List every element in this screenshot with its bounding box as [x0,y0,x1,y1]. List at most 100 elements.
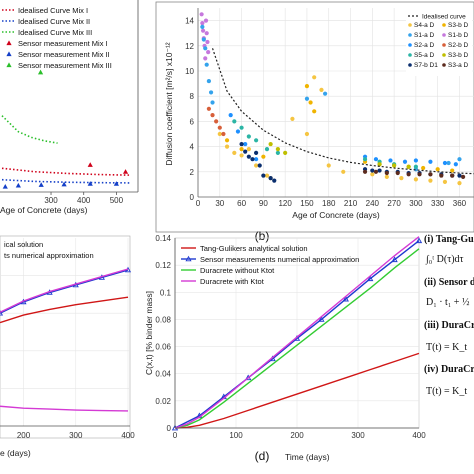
panel-b-y-label: Diffusion coefficient [m²/s] x10⁻¹² [164,42,174,165]
panel-b-point-7-1 [275,147,280,152]
panel-b-legend-swatch-5 [408,43,412,47]
panel-b-point-2-6 [264,173,270,178]
panel-b-legend-bg [406,8,472,76]
panel-b-y-tick-label-7: 14 [185,17,194,26]
panel-c-grid [0,238,130,426]
panel-b-point-3-11 [435,167,440,172]
panel-b-point-1-7 [304,96,310,101]
panel-a-legend-label-5: Sensor measurement Mix III [18,61,112,70]
panel-a-x-tick-label-1: 400 [77,196,91,205]
equation-4-expr: T(t) = K_t [426,386,467,397]
panel-b-x-ticks: 0 30 60 90 120 150 180 210 240 270 300 330 360 [196,199,467,208]
equation-3-label: (iii) DuraCr [424,320,474,331]
panel-b-label: (b) [255,229,270,243]
panel-b-point-3-1 [239,147,244,152]
panel-b-point-1-6 [210,100,215,105]
panel-b-point-8-3 [250,157,255,162]
panel-c-legend-label-0: ical solution [4,240,43,249]
panel-b-point-0-2 [200,28,206,33]
panel-d-y-tick-label-3: 0.06 [155,343,171,352]
panel-a-legend-swatch-3 [6,40,12,46]
panel-b-point-4-9 [428,159,433,164]
panel-b-legend-swatch-3 [408,33,412,37]
panel-b-x-tick-label-6: 180 [322,199,336,208]
panel-b-point-2-2 [232,150,237,155]
panel-b-legend-label-9: S7-b D1 [414,62,438,69]
panel-b-x-tick-label-8: 240 [366,199,380,208]
panel-d-y-tick-label-4: 0.08 [155,315,171,324]
panel-d-x-ticks: 0 100 200 300 400 [173,431,426,440]
panel-c-marker-1-0 [0,309,4,316]
panel-d-y-tick-label-0: 0 [167,424,172,433]
panel-d-legend-label-2: Duracrete without Ktot [200,266,275,275]
panel-b-point-8-0 [239,141,244,147]
panel-c-x-tick-label-1: 300 [69,431,83,440]
panel-c-line-0 [0,296,129,324]
panel-d-legend-label-3: Duracrete with Ktot [200,277,265,286]
panel-d-marker-1-9 [391,256,398,263]
panel-c-marks [0,266,132,412]
panel-b-point-2-11 [319,87,324,92]
panel-c-x-tick-label-0: 200 [17,431,31,440]
panel-b-y-tick-label-6: 12 [185,42,194,51]
panel-d-y-tick-label-6: 0.12 [155,261,171,270]
panel-b-point-2-3 [239,153,244,158]
panel-b-x-tick-label-5: 150 [300,199,314,208]
panel-b-x-tick-label-7: 210 [344,199,358,208]
panel-b-x-tick-label-2: 60 [237,199,246,208]
panel-b-point-7-2 [283,150,288,155]
panel-b-point-8-2 [246,154,251,159]
panel-b-point-8-4 [254,150,259,155]
panel-a-legend-label-3: Sensor measurement Mix I [18,39,108,48]
panel-b-point-9-3 [395,170,400,176]
panel-b-point-7-3 [377,162,382,167]
panel-b-point-3-10 [421,165,426,171]
panel-d: 0 100 200 300 400 0 0.02 0.04 0.06 0.08 0.1 0.12 0.… [144,234,426,463]
panel-b-legend-label-1: S4-a D [414,22,435,29]
panel-a-point-5-3 [61,181,67,187]
panel-b-point-2-16 [399,176,404,181]
panel-d-legend: Tang-Gulikers analytical solution Sensor … [181,244,359,286]
panel-b-point-6-4 [264,147,270,152]
panel-c-line-2 [0,268,129,313]
panel-b-point-6-3 [254,138,259,143]
panel-d-x-tick-label-4: 400 [412,431,426,440]
panel-b-y-tick-label-5: 10 [185,67,194,76]
panel-b-x-tick-label-9: 270 [387,199,401,208]
panel-b-point-3-5 [312,109,317,114]
panel-a-x-ticks: 300 400 500 [44,192,124,205]
panel-b-point-5-2 [214,119,219,124]
panel-c-x-label: e (days) [0,448,31,458]
panel-b-x-tick-label-11: 330 [431,199,445,208]
panel-d-x-label: Time (days) [285,452,330,462]
panel-b-point-8-10 [370,168,375,173]
panel-b-y-tick-label-4: 8 [190,92,195,101]
panel-b-point-0-6 [203,18,209,23]
panel-d-y-label: C(x,t) [% binder mass] [144,291,154,375]
panel-d-marker-1-6 [318,316,325,322]
panel-b-point-5-0 [206,106,211,111]
panel-b-point-7-4 [392,163,397,168]
panel-b-point-2-4 [246,147,251,152]
panel-c-line-1 [0,269,129,314]
panel-a-legend-label-1: Idealised Curve Mix II [18,17,90,26]
panel-b-point-0-8 [205,39,210,45]
panel-b-x-tick-label-0: 0 [196,199,201,208]
panel-d-marks [171,236,423,431]
panel-b-point-9-4 [406,172,411,177]
panel-b-legend-swatch-7 [408,53,412,57]
panel-b-point-4-3 [254,157,259,162]
panel-b-point-3-12 [450,168,455,173]
panel-b-point-3-2 [261,154,266,159]
panel-b-point-6-5 [275,150,280,155]
panel-b-y-tick-label-1: 2 [190,168,195,177]
panel-b-legend-label-7: S5-a D [414,52,435,59]
panel-b-point-5-1 [210,113,215,118]
panel-d-x-tick-label-2: 200 [290,431,304,440]
panel-a-curve-1 [1,167,130,176]
panel-b-legend-swatch-9 [408,63,412,67]
panel-b-point-3-0 [224,138,230,143]
panel-b-point-1-8 [323,91,328,96]
panel-d-line-2 [174,248,420,429]
